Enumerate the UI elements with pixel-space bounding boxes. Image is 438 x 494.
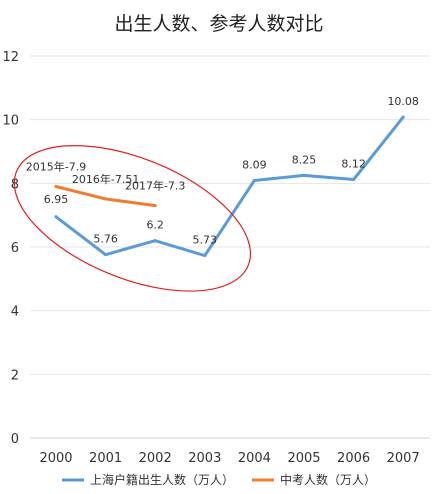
y-tick-label: 10 xyxy=(2,114,19,129)
x-tick-label: 2007 xyxy=(387,451,420,466)
data-point xyxy=(252,178,256,182)
data-label: 10.08 xyxy=(387,95,419,108)
y-tick-label: 12 xyxy=(2,50,19,65)
x-tick-label: 2003 xyxy=(188,451,221,466)
data-point xyxy=(352,178,356,182)
data-label: 8.09 xyxy=(242,158,267,171)
series-lines xyxy=(54,115,405,258)
x-tick-label: 2001 xyxy=(89,451,122,466)
data-point xyxy=(153,204,157,208)
data-point xyxy=(104,253,108,257)
data-point xyxy=(302,173,306,177)
data-point xyxy=(104,197,108,201)
x-tick-label: 2006 xyxy=(337,451,370,466)
x-tick-label: 2004 xyxy=(238,451,271,466)
data-point xyxy=(153,239,157,243)
y-tick-label: 6 xyxy=(11,241,19,256)
y-tick-label: 2 xyxy=(11,368,19,383)
data-point xyxy=(54,185,58,189)
data-label: 5.73 xyxy=(193,234,218,247)
data-point xyxy=(401,115,405,119)
gridlines xyxy=(30,55,430,439)
chart-title: 出生人数、参考人数对比 xyxy=(114,13,323,35)
y-tick-label: 0 xyxy=(11,432,19,447)
series-line xyxy=(54,115,405,258)
data-label: 2015年-7.9 xyxy=(26,160,86,174)
highlight-ellipse xyxy=(13,145,252,292)
data-label: 8.25 xyxy=(292,153,317,166)
data-label: 5.76 xyxy=(93,233,118,246)
x-tick-label: 2000 xyxy=(39,451,72,466)
legend-label: 中考人数（万人） xyxy=(280,472,376,487)
annotations xyxy=(13,145,252,292)
y-tick-label: 4 xyxy=(11,305,19,320)
data-labels: 6.95 5.76 6.2 5.73 8.09 8.25 8.12 10.08 2015年-7.… xyxy=(26,95,419,246)
x-tick-label: 2002 xyxy=(139,451,172,466)
x-axis: 2000 2001 2002 2003 2004 2005 2006 2007 xyxy=(39,451,419,466)
data-label: 2017年-7.3 xyxy=(125,179,185,193)
legend-label: 上海户籍出生人数（万人） xyxy=(90,472,234,487)
data-label: 8.12 xyxy=(341,158,366,171)
data-label: 6.2 xyxy=(146,219,164,232)
x-tick-label: 2005 xyxy=(287,451,320,466)
data-label: 6.95 xyxy=(44,193,69,206)
data-point xyxy=(54,215,58,219)
data-label: 2016年-7.51 xyxy=(72,172,139,186)
data-point xyxy=(203,254,207,258)
legend: 上海户籍出生人数（万人） 中考人数（万人） xyxy=(62,472,376,487)
